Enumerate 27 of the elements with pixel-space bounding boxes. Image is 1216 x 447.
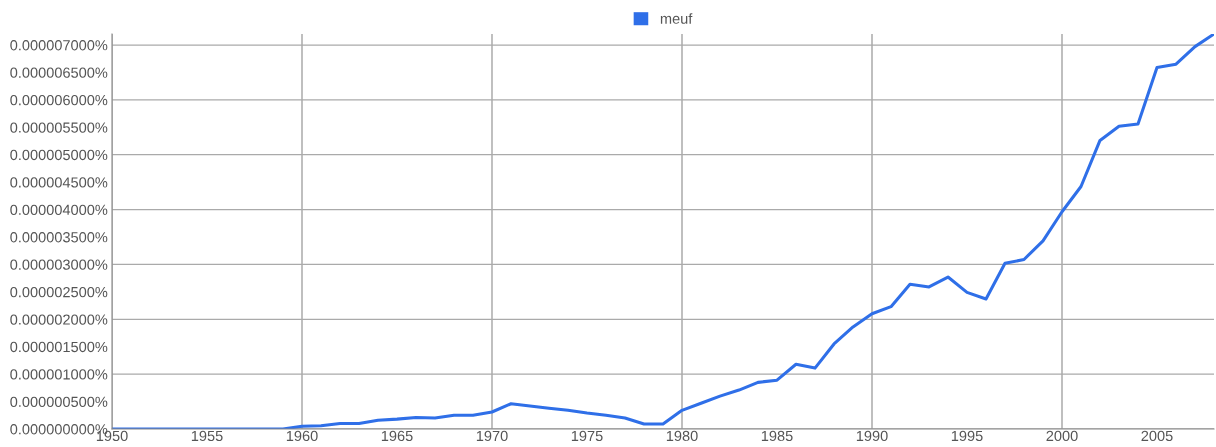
y-tick-label: 0.000002500% [10,286,108,298]
y-tick-label: 0.000005000% [10,149,108,161]
x-tick-label: 1955 [191,430,223,442]
line-series [112,34,1214,429]
x-tick-label: 2000 [1046,430,1078,442]
y-tick-label: 0.000005500% [10,122,108,133]
x-tick-label: 1990 [856,430,888,442]
x-tick-label: 1965 [381,430,413,442]
x-tick-label: 1985 [761,430,793,442]
legend-label: meuf [660,13,693,24]
x-tick-label: 2005 [1141,430,1173,442]
y-tick-label: 0.000007000% [10,40,108,51]
y-tick-label: 0.000003500% [10,232,108,243]
y-tick-label: 0.000001000% [10,369,108,380]
y-tick-label: 0.000004500% [10,177,108,188]
y-tick-label: 0.000002000% [10,314,108,325]
x-tick-label: 1960 [286,430,318,442]
x-tick-label: 1995 [951,430,983,442]
y-tick-label: 0.000006500% [10,67,108,78]
y-tick-label: 0.000004000% [10,204,108,215]
x-tick-label: 1970 [476,430,508,442]
y-tick-label: 0.000000500% [10,396,108,407]
y-tick-label: 0.000003000% [10,259,108,270]
y-tick-label: 0.000001500% [10,341,108,353]
x-tick-label: 1975 [571,430,603,442]
x-tick-label: 1980 [666,430,698,442]
y-tick-label: 0.000006000% [10,94,108,106]
